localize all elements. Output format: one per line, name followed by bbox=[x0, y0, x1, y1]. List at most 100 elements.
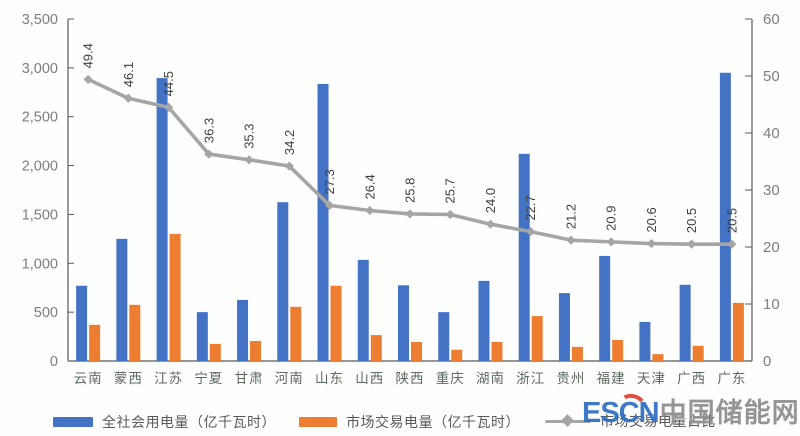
bar-traded bbox=[250, 340, 262, 361]
left-axis-tick-label: 3,500 bbox=[22, 12, 58, 28]
bar-traded bbox=[491, 341, 503, 361]
x-axis-category-label: 广东 bbox=[717, 371, 746, 386]
bar-total bbox=[438, 312, 450, 361]
legend-label-market-traded: 市场交易电量（亿千瓦时） bbox=[346, 414, 520, 430]
bar-total bbox=[76, 285, 88, 361]
line-value-label: 34.2 bbox=[282, 130, 297, 155]
left-axis-tick-label: 1,000 bbox=[22, 256, 58, 272]
line-marker bbox=[365, 205, 375, 216]
line-value-label: 49.4 bbox=[81, 43, 96, 68]
line-marker bbox=[405, 209, 415, 219]
line-marker bbox=[204, 149, 214, 159]
left-axis-tick-label: 500 bbox=[34, 305, 58, 321]
right-axis-tick-label: 30 bbox=[763, 182, 780, 199]
line-marker bbox=[646, 238, 657, 249]
bar-traded bbox=[411, 341, 422, 361]
x-axis-category-label: 天津 bbox=[637, 371, 666, 386]
bar-traded bbox=[89, 324, 101, 361]
bar-total bbox=[277, 202, 289, 361]
line-marker bbox=[324, 200, 335, 210]
x-axis-category-label: 福建 bbox=[597, 371, 626, 386]
bar-traded bbox=[370, 335, 382, 361]
legend-label-total-consumption: 全社会用电量（亿千瓦时） bbox=[102, 414, 276, 430]
legend-item-total-consumption: 全社会用电量（亿千瓦时） bbox=[53, 412, 276, 432]
right-axis-tick-label: 40 bbox=[763, 125, 780, 142]
x-axis-category-label: 贵州 bbox=[556, 371, 585, 386]
left-axis-tick-label: 3,000 bbox=[22, 61, 58, 77]
bar-total bbox=[398, 285, 409, 361]
line-value-label: 20.6 bbox=[644, 207, 659, 232]
line-marker bbox=[566, 235, 576, 245]
line-marker bbox=[83, 74, 93, 85]
left-axis-tick-label: 2,000 bbox=[22, 159, 58, 175]
x-axis-category-label: 湖南 bbox=[476, 371, 505, 386]
x-axis-category-label: 广西 bbox=[677, 371, 706, 386]
right-axis-tick-label: 50 bbox=[763, 68, 780, 85]
x-axis-category-label: 河南 bbox=[275, 371, 304, 386]
line-value-label: 44.5 bbox=[161, 71, 176, 96]
x-axis-category-label: 甘肃 bbox=[235, 371, 264, 386]
bar-total bbox=[317, 83, 329, 361]
line-marker bbox=[163, 102, 174, 112]
x-axis-category-label: 蒙西 bbox=[114, 371, 143, 386]
bar-total bbox=[237, 299, 249, 361]
bar-traded bbox=[290, 306, 302, 361]
line-value-label: 20.5 bbox=[684, 208, 699, 233]
left-axis-tick-label: 1,500 bbox=[22, 207, 58, 223]
x-axis-category-label: 陕西 bbox=[396, 371, 425, 386]
right-axis-tick-label: 20 bbox=[763, 239, 780, 256]
line-value-label: 27.3 bbox=[322, 169, 337, 194]
line-value-label: 22.7 bbox=[523, 195, 538, 220]
line-marker bbox=[123, 93, 133, 103]
legend-swatch-blue bbox=[53, 417, 93, 427]
line-marker bbox=[727, 239, 737, 249]
bar-traded bbox=[129, 304, 141, 361]
bar-traded bbox=[571, 346, 583, 361]
bar-traded bbox=[451, 349, 463, 361]
x-axis-category-label: 重庆 bbox=[436, 371, 465, 386]
legend-item-market-share-line: 市场交易电量占比 bbox=[545, 411, 716, 431]
line-value-label: 24.0 bbox=[483, 188, 498, 213]
right-axis-tick-label: 60 bbox=[763, 11, 780, 28]
bar-total bbox=[116, 238, 128, 361]
bar-total bbox=[639, 321, 651, 361]
right-axis-tick-label: 0 bbox=[763, 353, 771, 370]
market-share-line bbox=[86, 77, 734, 246]
bar-traded bbox=[652, 354, 664, 361]
line-marker bbox=[244, 155, 254, 165]
bar-traded bbox=[330, 285, 342, 361]
bar-total bbox=[719, 72, 731, 361]
line-marker bbox=[445, 209, 455, 220]
line-value-label: 20.5 bbox=[724, 208, 739, 233]
left-axis-tick-label: 2,500 bbox=[22, 110, 58, 126]
line-marker bbox=[687, 239, 697, 249]
line-value-label: 26.4 bbox=[362, 174, 377, 199]
x-axis-category-label: 江苏 bbox=[154, 371, 183, 386]
x-axis-category-label: 山西 bbox=[355, 371, 384, 386]
x-axis-category-label: 宁夏 bbox=[194, 370, 223, 386]
line-value-label: 25.8 bbox=[403, 178, 418, 203]
line-value-label: 21.2 bbox=[563, 204, 578, 229]
left-axis-tick-label: 0 bbox=[50, 354, 58, 370]
line-marker bbox=[284, 161, 294, 171]
legend-line-marker-icon bbox=[545, 414, 591, 427]
bar-total bbox=[156, 78, 168, 362]
bar-traded bbox=[209, 343, 221, 361]
line-marker bbox=[526, 227, 536, 237]
bar-traded bbox=[169, 233, 181, 361]
bar-traded bbox=[692, 345, 704, 361]
legend-item-market-traded: 市场交易电量（亿千瓦时） bbox=[299, 412, 520, 432]
bar-traded bbox=[612, 339, 624, 361]
chart-legend: 全社会用电量（亿千瓦时） 市场交易电量（亿千瓦时） 市场交易电量占比 bbox=[0, 406, 800, 436]
line-marker bbox=[606, 237, 616, 247]
bar-traded bbox=[732, 302, 744, 361]
line-marker bbox=[485, 219, 496, 229]
line-value-label: 25.7 bbox=[443, 178, 458, 203]
line-value-label: 20.9 bbox=[604, 206, 619, 231]
bar-total bbox=[558, 293, 570, 361]
legend-swatch-orange bbox=[299, 417, 337, 427]
line-value-label: 46.1 bbox=[121, 62, 136, 87]
bar-total bbox=[518, 153, 530, 361]
